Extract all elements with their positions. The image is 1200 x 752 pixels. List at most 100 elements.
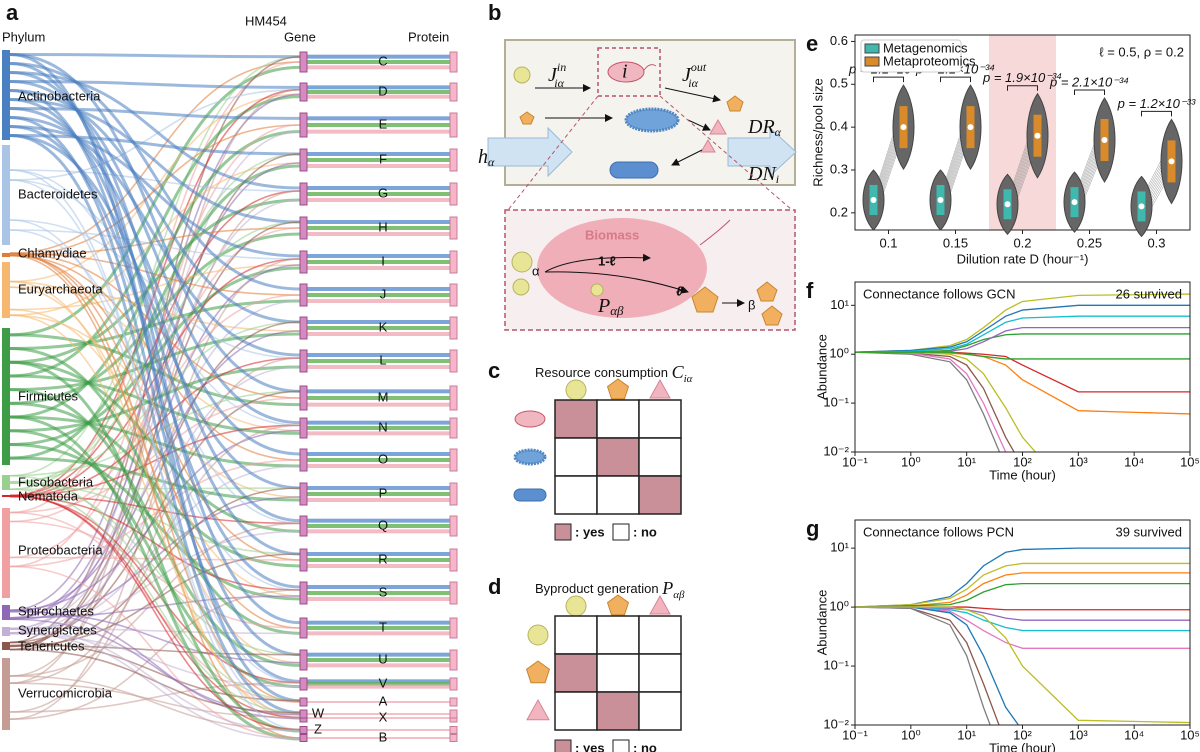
panel-letter: b [488,0,501,25]
phylum-label: Synergistetes [18,622,97,637]
flow [9,494,301,525]
resource-icon [565,595,587,617]
protein-bar [449,250,458,274]
flow [307,524,450,528]
flow [307,684,450,689]
header: Gene [284,29,316,44]
alpha-label: α [532,263,540,278]
flow [307,332,450,336]
protein-bar [449,316,458,340]
flow [307,658,450,662]
flow [307,492,450,496]
flow [307,152,450,156]
flow [9,53,301,59]
x-tick-label: 10⁴ [1124,727,1144,742]
series-line [855,293,1190,353]
gene-bar [299,250,308,274]
panel-letter: a [6,0,19,25]
flow [307,663,450,668]
y-axis-label: Richness/pool size [810,78,825,186]
flow [307,164,450,168]
y-tick-label: 10⁻¹ [823,657,849,672]
gene-label: L [379,352,386,367]
resource-icon [526,698,550,721]
gene-label: G [378,185,388,200]
gene-bar [299,649,308,671]
flow [9,347,301,635]
protein-bar [449,482,458,506]
protein-bar [449,677,458,691]
flow [9,229,301,260]
flow [9,134,301,156]
flow [9,480,301,656]
flow [307,652,450,657]
phylum-label: Spirochaetes [18,603,94,618]
phylum-bar [2,605,10,620]
matrix-cell [554,691,598,731]
microbe-icon [624,107,680,133]
outflow-arrow [727,126,797,178]
flow [307,299,450,303]
protein-bar [449,515,458,537]
y-tick-label: 0.2 [830,204,848,219]
phylum-bar [2,475,10,490]
x-tick-label: 0.3 [1147,235,1165,250]
matrix-cell [554,615,598,655]
x-tick-label: 10³ [1069,454,1088,469]
gene-bar [299,316,308,340]
flow [9,264,301,311]
flow [307,365,450,369]
zoom-line [507,95,599,211]
zoom-box [597,47,661,97]
gene-bar [299,216,308,240]
gene-label: J [380,286,387,301]
protein-bar [449,697,458,707]
x-axis-label: Time (hour) [989,740,1056,752]
flow [307,226,450,230]
flow [307,123,450,127]
flow [9,632,301,740]
byproduct-icon [691,286,719,313]
flow [307,116,450,121]
x-tick-label: 0.15 [943,235,968,250]
phylum-label: Fusobacteria [18,474,94,489]
flow [307,486,450,490]
flow [307,518,450,523]
flow [307,626,450,630]
h-alpha: hα [478,146,495,169]
protein-bar [449,283,458,307]
series-line [855,606,1020,725]
resource-icon [512,278,530,296]
significance-bracket [940,76,971,83]
flow [307,529,450,534]
flow [9,169,301,731]
y-axis-label: Abundance [814,334,829,400]
header: Protein [408,29,449,44]
gene-label: F [379,151,387,166]
gene-label: S [379,584,388,599]
flow [307,431,450,436]
legend-swatch [864,56,880,67]
gene-label: H [378,219,387,234]
flow [9,62,301,291]
header: HM454 [245,13,287,28]
flow [307,60,450,64]
flow [307,326,450,330]
resource-icon [590,283,604,297]
gene-bar [299,182,308,206]
p-value: p = 2.1×10⁻³⁴ [1049,74,1129,89]
series-line [855,606,1190,621]
gene-bar [299,726,308,734]
x-tick-label: 10⁰ [901,454,921,469]
flow [307,54,450,59]
flow [9,98,301,224]
flow [307,90,450,94]
panel-letter: e [806,31,818,56]
y-tick-label: 10⁻² [823,716,849,731]
gene-bar [299,734,308,742]
median [900,124,907,131]
phylum-label: Bacteroidetes [18,186,98,201]
gene-bar [299,677,308,691]
x-tick-label: 10⁵ [1180,454,1200,469]
chart-title: Connectance follows GCN [863,286,1015,301]
